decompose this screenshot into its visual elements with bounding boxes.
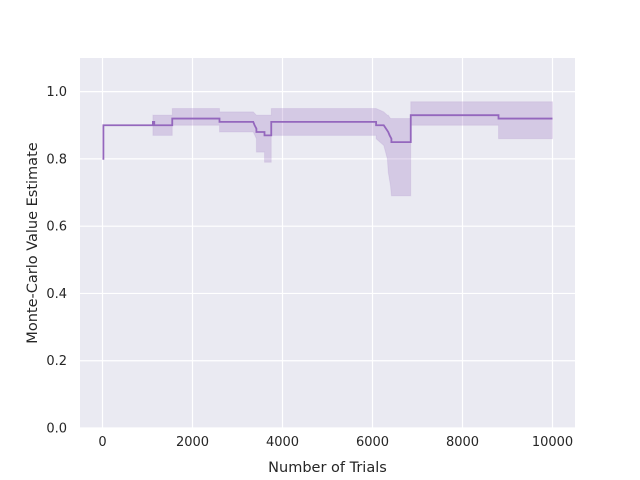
series-line [102, 114, 553, 160]
x-tick-label: 0 [98, 435, 106, 450]
confidence-band [102, 101, 553, 197]
confidence-band-layer [102, 101, 553, 197]
series-line-layer [102, 114, 553, 160]
x-tick-label: 4000 [266, 435, 299, 450]
plot-background [80, 58, 575, 428]
tick-layer: 0 2000 4000 6000 8000 10000 0.0 0.2 0.4 0.6 0.8 1.0 [46, 85, 573, 450]
y-tick-label: 0.8 [46, 152, 67, 167]
y-axis-label: Monte-Carlo Value Estimate [25, 142, 41, 343]
grid-layer [80, 58, 575, 429]
x-tick-label: 2000 [176, 435, 209, 450]
x-tick-label: 6000 [356, 435, 389, 450]
y-tick-label: 0.2 [46, 354, 67, 369]
y-tick-label: 1.0 [46, 85, 67, 100]
x-tick-label: 8000 [446, 435, 479, 450]
x-axis-label: Number of Trials [268, 460, 387, 476]
y-tick-label: 0.0 [46, 422, 67, 437]
y-tick-label: 0.6 [46, 220, 67, 235]
x-tick-label: 10000 [532, 435, 573, 450]
y-tick-label: 0.4 [46, 287, 67, 302]
